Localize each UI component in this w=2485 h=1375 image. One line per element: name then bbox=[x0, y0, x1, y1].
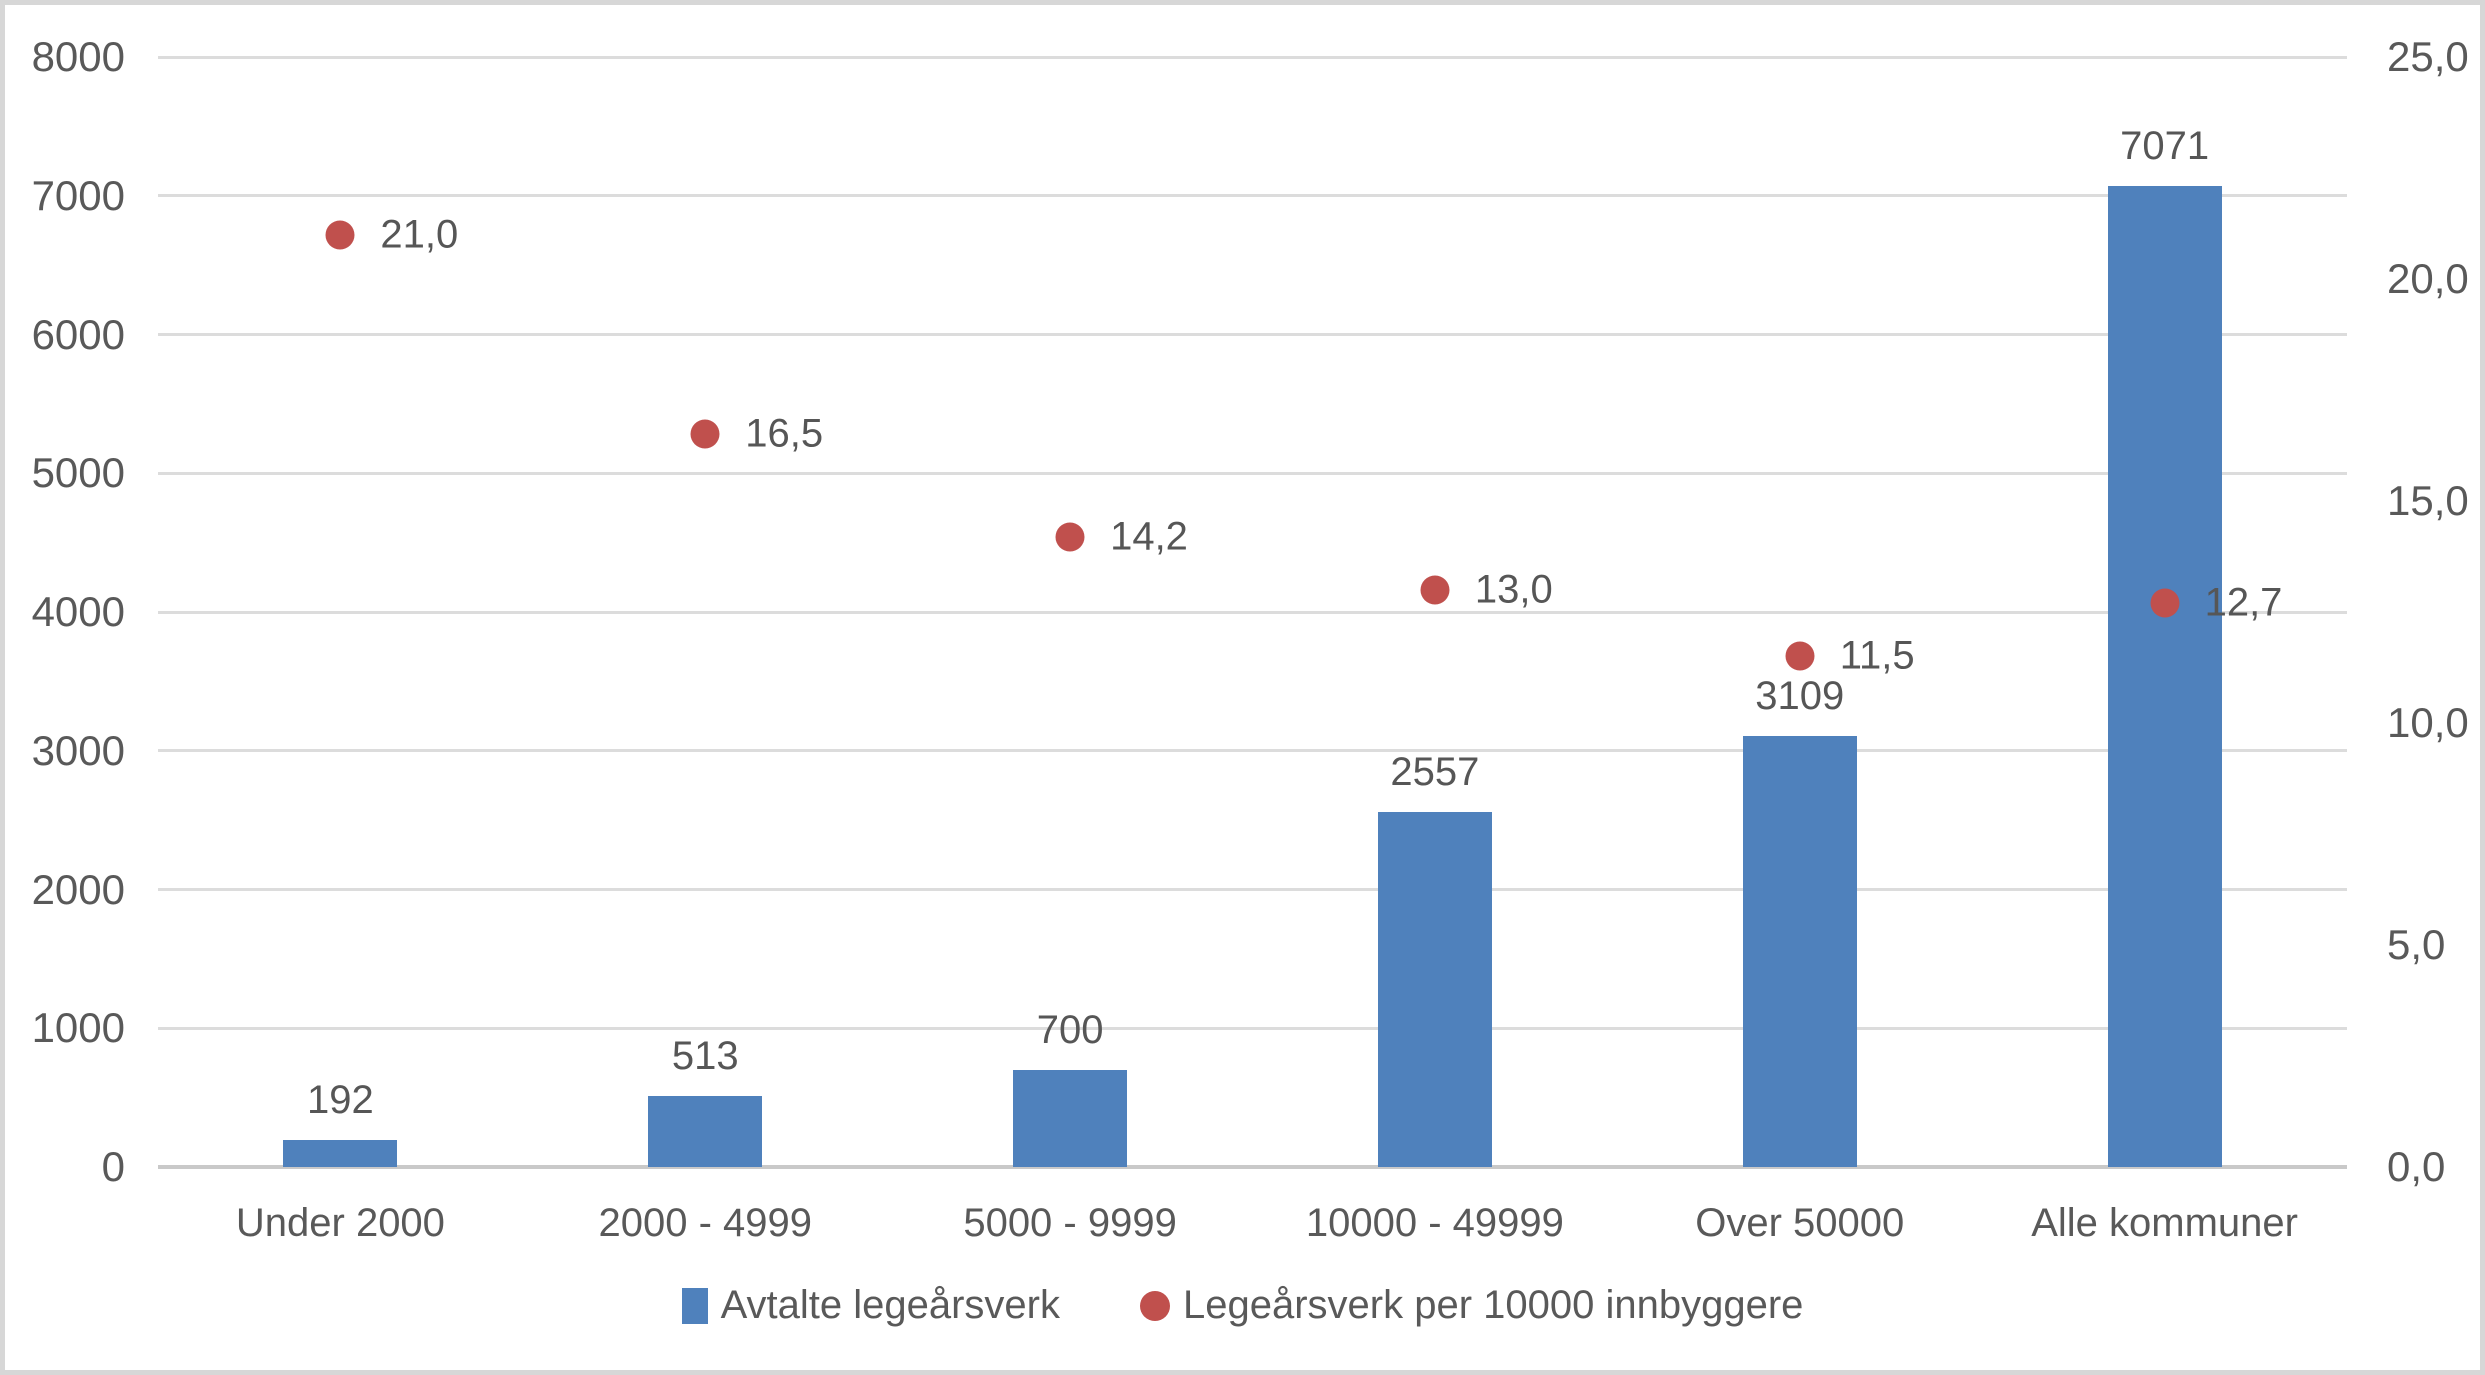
category-label: 10000 - 49999 bbox=[1305, 1201, 1564, 1245]
right-axis-tick: 25,0 bbox=[2387, 33, 2469, 80]
category-label: Alle kommuner bbox=[2031, 1201, 2298, 1245]
left-axis-tick: 5000 bbox=[31, 449, 125, 497]
bar-value-label: 700 bbox=[1036, 1007, 1104, 1052]
gridline bbox=[158, 610, 2347, 614]
right-axis-tick: 20,0 bbox=[2387, 255, 2469, 302]
bar-series-marker-icon bbox=[681, 1287, 708, 1324]
bar-value-label: 192 bbox=[307, 1078, 374, 1123]
scatter-point bbox=[2150, 588, 2180, 618]
bar-value-label: 513 bbox=[671, 1033, 739, 1078]
point-value-label: 21,0 bbox=[380, 212, 459, 257]
left-axis-tick: 3000 bbox=[31, 726, 125, 774]
bar bbox=[1377, 812, 1492, 1167]
scatter-point bbox=[690, 419, 720, 449]
gridline bbox=[158, 1026, 2347, 1030]
category-label: 2000 - 4999 bbox=[598, 1201, 813, 1245]
left-axis-tick: 6000 bbox=[31, 310, 125, 358]
left-axis-tick: 2000 bbox=[31, 865, 125, 913]
gridline bbox=[158, 888, 2347, 891]
legend-label-bar-series: Avtalte legeårsverk bbox=[720, 1283, 1060, 1327]
bar bbox=[648, 1095, 763, 1167]
scatter-series-marker-icon bbox=[1140, 1290, 1170, 1321]
bar bbox=[2107, 185, 2222, 1167]
right-axis-tick: 10,0 bbox=[2387, 699, 2469, 746]
point-value-label: 16,5 bbox=[745, 411, 824, 456]
gridline bbox=[158, 333, 2347, 336]
category-label: 5000 - 9999 bbox=[963, 1201, 1177, 1245]
legend-label-scatter-series: Legeårsverk per 10000 innbyggere bbox=[1183, 1283, 1804, 1327]
scatter-point bbox=[1420, 575, 1450, 605]
right-axis-tick: 15,0 bbox=[2387, 477, 2469, 524]
legend-item-scatter-series: Legeårsverk per 10000 innbyggere bbox=[1140, 1283, 1803, 1328]
category-label: Under 2000 bbox=[235, 1201, 445, 1245]
bar bbox=[283, 1140, 398, 1167]
bar bbox=[1742, 735, 1857, 1167]
right-axis-tick: 5,0 bbox=[2387, 921, 2446, 968]
legend-item-bar-series: Avtalte legeårsverk bbox=[681, 1283, 1060, 1328]
scatter-point bbox=[1785, 641, 1815, 671]
bar-value-label: 3109 bbox=[1755, 673, 1845, 718]
gridline bbox=[158, 55, 2347, 59]
category-label: Over 50000 bbox=[1695, 1201, 1905, 1245]
bar-value-label: 7071 bbox=[2120, 123, 2210, 168]
scatter-point bbox=[1055, 522, 1085, 552]
point-value-label: 11,5 bbox=[1839, 633, 1915, 678]
left-axis-tick: 1000 bbox=[31, 1004, 125, 1052]
left-axis-tick: 4000 bbox=[31, 588, 125, 635]
point-value-label: 13,0 bbox=[1474, 567, 1553, 612]
right-axis-tick: 0,0 bbox=[2387, 1143, 2446, 1190]
gridline bbox=[158, 194, 2347, 198]
point-value-label: 12,7 bbox=[2204, 580, 2283, 625]
gridline bbox=[158, 471, 2347, 475]
point-value-label: 14,2 bbox=[1110, 514, 1188, 559]
x-axis-line bbox=[158, 1165, 2347, 1169]
left-axis-tick: 7000 bbox=[31, 171, 125, 219]
left-axis-tick: 0 bbox=[101, 1143, 125, 1190]
bar bbox=[1013, 1069, 1128, 1167]
scatter-point bbox=[325, 220, 355, 250]
left-axis-tick: 8000 bbox=[31, 33, 125, 80]
legend: Avtalte legeårsverk Legeårsverk per 1000… bbox=[5, 1283, 2480, 1328]
gridline bbox=[158, 749, 2347, 753]
bar-value-label: 2557 bbox=[1390, 750, 1480, 795]
